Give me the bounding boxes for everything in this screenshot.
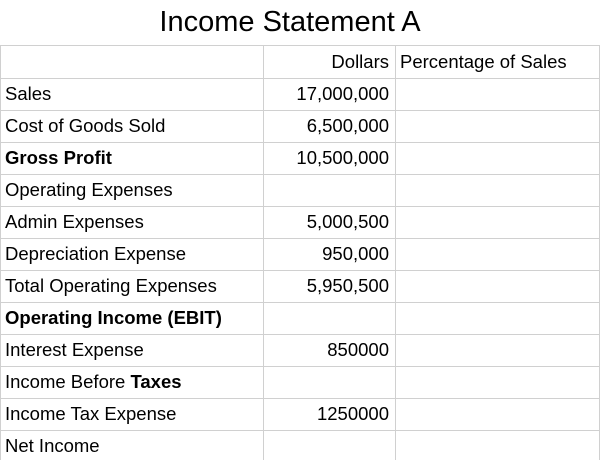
grid-line	[0, 142, 600, 143]
label-run: Taxes	[130, 371, 182, 392]
grid-line	[0, 78, 600, 79]
grid-line	[263, 45, 264, 460]
dollar-value: 850000	[327, 339, 389, 360]
row-label: Total Operating Expenses	[5, 275, 217, 296]
row-label: Income Tax Expense	[5, 403, 177, 424]
grid-line	[0, 206, 600, 207]
row-label: Income Before Taxes	[5, 366, 261, 398]
dollar-value: 10,500,000	[296, 147, 389, 168]
dollar-value: 17,000,000	[296, 83, 389, 104]
column-header: Percentage of Sales	[400, 51, 567, 72]
grid-line	[0, 334, 600, 335]
grid-line	[0, 45, 600, 46]
sheet-title: Income Statement A	[159, 6, 421, 38]
grid-line	[395, 45, 396, 460]
dollar-value: 950,000	[322, 243, 389, 264]
grid-line	[0, 238, 600, 239]
row-label: Admin Expenses	[5, 211, 144, 232]
grid-line	[0, 270, 600, 271]
dollar-value: 5,000,500	[306, 211, 389, 232]
row-label: Interest Expense	[5, 339, 144, 360]
grid-line	[0, 302, 600, 303]
grid-line	[0, 174, 600, 175]
column-header: Dollars	[331, 51, 389, 72]
grid-line	[0, 110, 600, 111]
row-label: Cost of Goods Sold	[5, 115, 166, 136]
row-label: Operating Expenses	[5, 179, 173, 200]
grid-line	[0, 398, 600, 399]
row-label: Gross Profit	[5, 147, 112, 168]
dollar-value: 1250000	[316, 403, 389, 424]
label-run: Income Before	[5, 371, 131, 392]
grid-line	[0, 430, 600, 431]
dollar-value: 6,500,000	[306, 115, 389, 136]
dollar-value: 5,950,500	[306, 275, 389, 296]
row-label: Sales	[5, 83, 52, 104]
grid-line	[0, 45, 1, 460]
row-label: Depreciation Expense	[5, 243, 186, 264]
grid-line	[0, 366, 600, 367]
row-label: Operating Income (EBIT)	[5, 307, 222, 328]
row-label: Net Income	[5, 435, 100, 456]
